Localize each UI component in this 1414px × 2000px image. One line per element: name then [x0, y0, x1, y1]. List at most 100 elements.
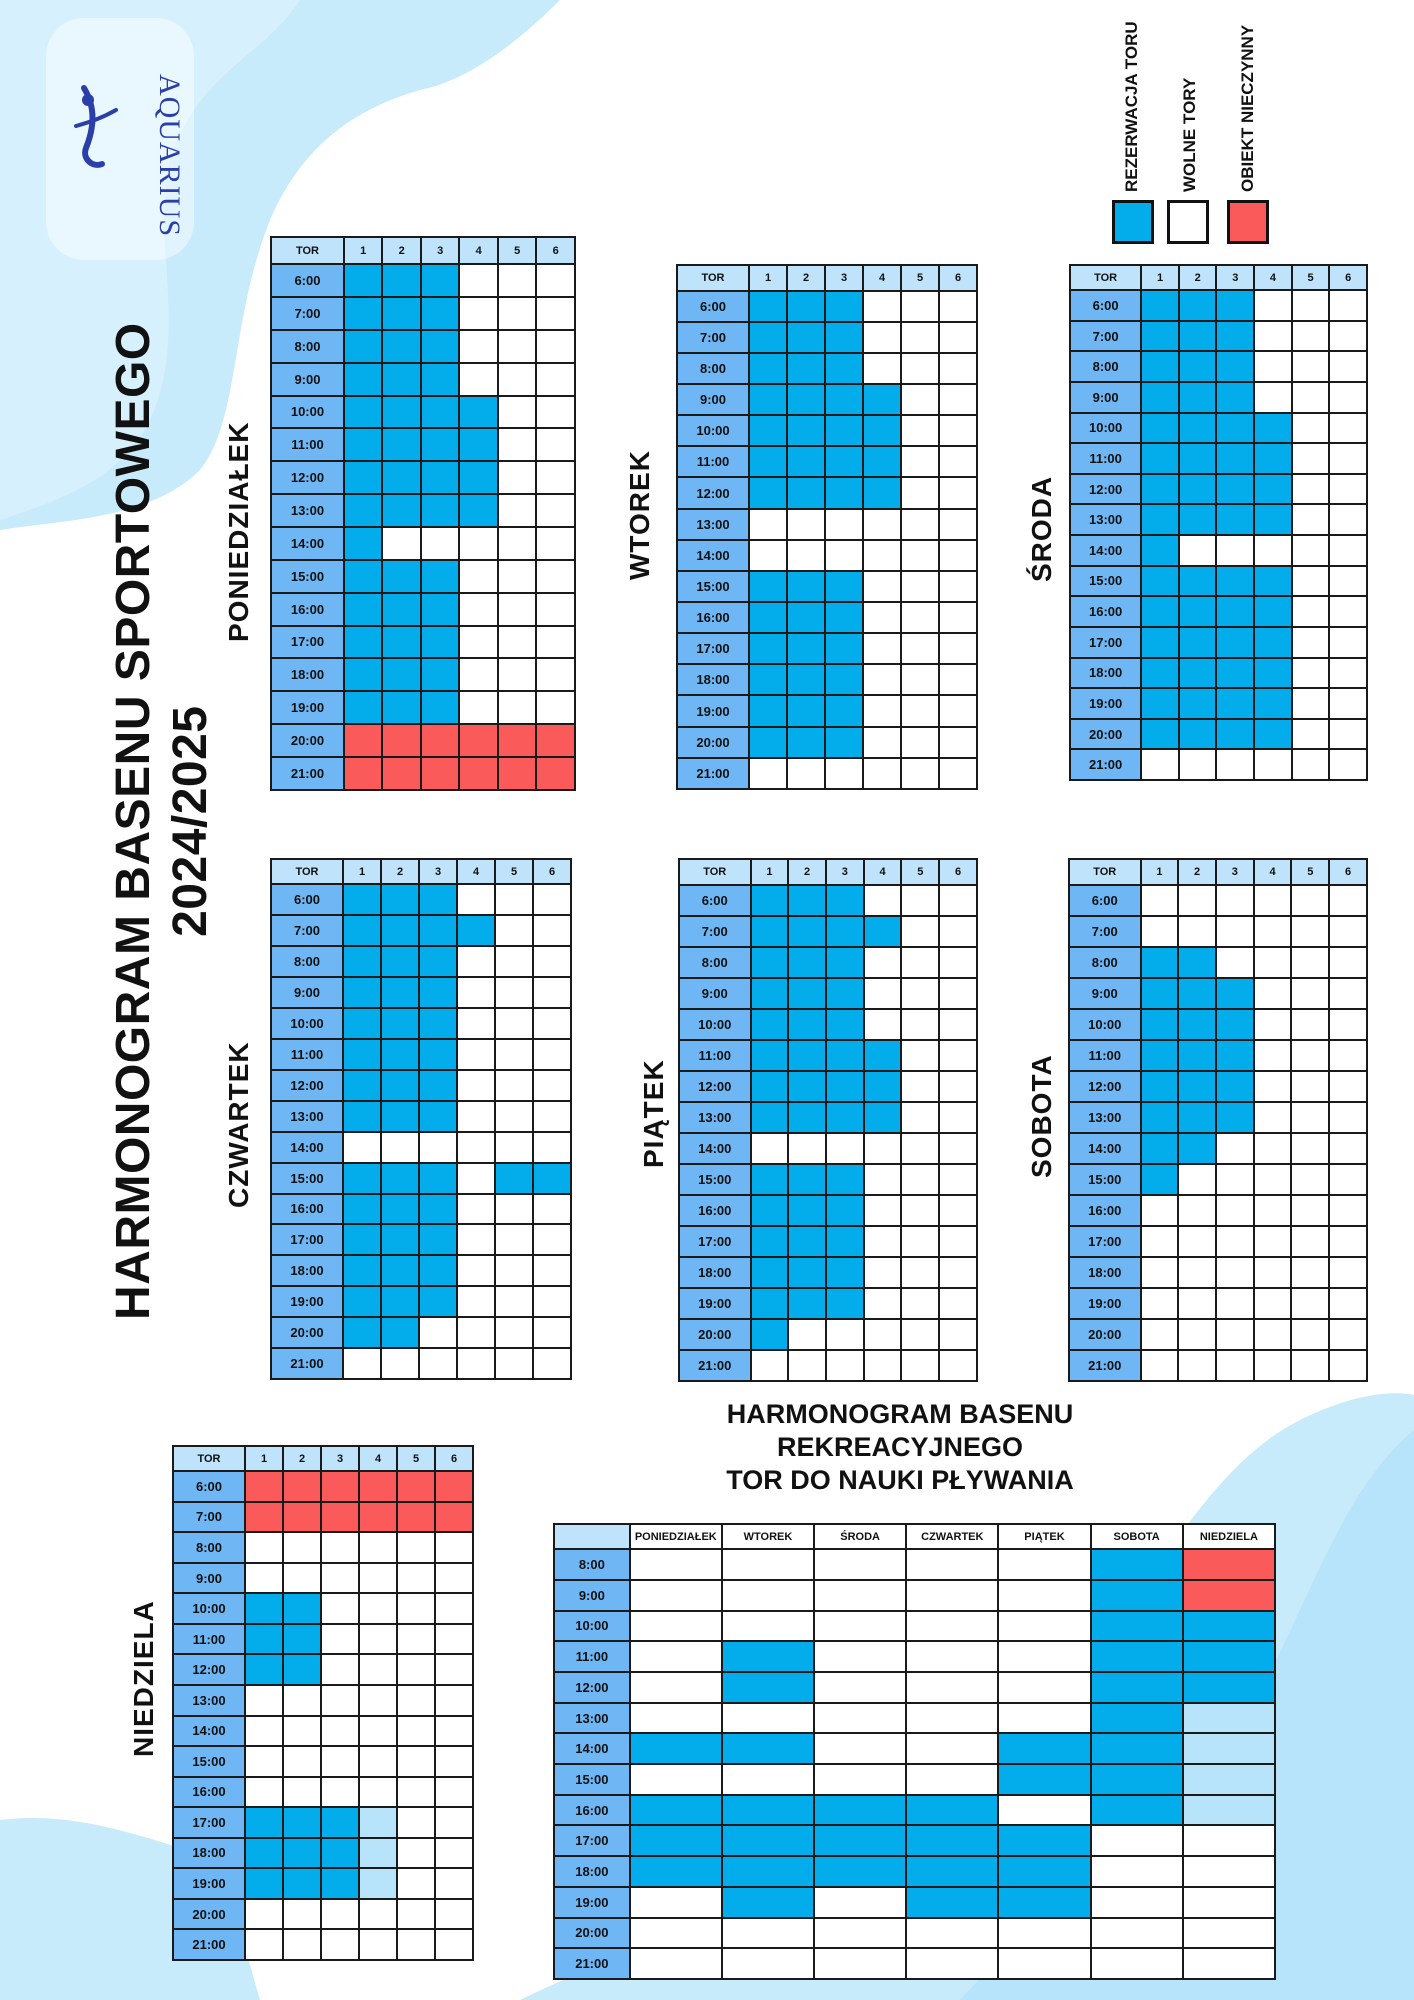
lane-cell: [1328, 1069, 1368, 1103]
time-cell: 16:00: [270, 591, 345, 627]
lane-cell: [456, 883, 496, 917]
lane-cell: [900, 289, 940, 323]
header-day: SOBOTA: [1089, 1522, 1184, 1551]
time-cell: 17:00: [270, 1223, 344, 1257]
table-row: 9:00: [1068, 976, 1368, 1010]
day-cell: [720, 1947, 816, 1980]
lane-cell: [532, 1192, 572, 1226]
day-cell: [1181, 1855, 1277, 1888]
table-row: 18:00: [172, 1836, 474, 1870]
header-lane: 2: [1177, 858, 1217, 886]
lane-cell: [1252, 1224, 1293, 1258]
lane-cell: [532, 1347, 572, 1380]
lane-cell: [1290, 350, 1331, 384]
lane-cell: [1290, 1255, 1331, 1289]
table-row: 13:00: [678, 1100, 978, 1134]
day-cell: [720, 1701, 816, 1735]
lane-cell: [1214, 1224, 1255, 1258]
lane-cell: [418, 976, 458, 1010]
lane-cell: [1328, 1224, 1368, 1258]
table-row: 19:00: [172, 1867, 474, 1900]
lane-cell: [456, 1130, 496, 1164]
page-title: HARMONOGRAM BASENU SPORTOWEGO 2024/2025: [106, 322, 218, 1320]
header-lane: 3: [419, 235, 461, 266]
header-lane: 6: [1328, 858, 1368, 886]
lane-cell: [1214, 1007, 1255, 1041]
lane-cell: [1290, 319, 1331, 353]
lane-cell: [419, 460, 461, 496]
lane-cell: [1290, 411, 1331, 445]
lane-cell: [396, 1500, 436, 1534]
lane-cell: [320, 1592, 360, 1625]
lane-cell: [824, 694, 864, 728]
lane-cell: [938, 289, 978, 323]
lane-cell: [1252, 976, 1293, 1010]
lane-cell: [862, 1162, 903, 1196]
lane-cell: [282, 1531, 322, 1564]
lane-cell: [380, 1130, 420, 1164]
lane-cell: [358, 1683, 398, 1717]
day-cell: [1089, 1793, 1184, 1827]
lane-cell: [786, 507, 826, 541]
lane-cell: [938, 1348, 978, 1383]
lane-cell: [938, 445, 978, 479]
time-cell: 13:00: [270, 1099, 344, 1133]
time-cell: 14:00: [553, 1732, 631, 1766]
lane-cell: [358, 1806, 398, 1839]
table-row: 8:00: [270, 945, 572, 979]
lane-cell: [749, 914, 790, 948]
lane-cell: [342, 1192, 382, 1226]
time-cell: 21:00: [678, 1348, 752, 1383]
lane-cell: [938, 1007, 978, 1041]
lane-cell: [900, 1286, 941, 1320]
lane-cell: [900, 445, 940, 479]
lane-cell: [938, 601, 978, 635]
lane-cell: [824, 1255, 865, 1289]
table-row: 17:00: [172, 1806, 474, 1839]
lane-cell: [787, 914, 827, 948]
lane-cell: [900, 1131, 941, 1165]
lane-cell: [1328, 1162, 1368, 1196]
table-row: 12:00: [270, 460, 576, 496]
day-cell: [997, 1947, 1092, 1980]
lane-cell: [381, 723, 422, 758]
lane-cell: [900, 883, 941, 917]
lane-cell: [1290, 1286, 1331, 1320]
table-row: 16:00: [172, 1775, 474, 1809]
time-cell: 19:00: [270, 1285, 344, 1319]
time-cell: 11:00: [1068, 442, 1143, 475]
day-cell: [997, 1732, 1092, 1766]
lane-cell: [342, 1068, 382, 1102]
lane-cell: [1290, 883, 1331, 917]
lane-cell: [320, 1745, 360, 1778]
lane-cell: [458, 690, 499, 726]
day-cell: [905, 1640, 1000, 1674]
lane-cell: [419, 591, 461, 627]
lane-cell: [786, 414, 826, 448]
lane-cell: [396, 1683, 436, 1717]
lane-cell: [1139, 1038, 1180, 1072]
lane-cell: [496, 394, 538, 430]
day-cell: [905, 1732, 1000, 1766]
lane-cell: [1215, 564, 1256, 598]
lane-cell: [786, 756, 826, 791]
day-cell: [1181, 1671, 1277, 1704]
time-cell: 14:00: [676, 538, 750, 572]
lane-cell: [419, 690, 461, 726]
lane-cell: [1177, 442, 1218, 475]
table-row: 14:00: [270, 1130, 572, 1164]
time-cell: 9:00: [676, 383, 750, 417]
time-cell: 21:00: [1068, 1348, 1142, 1383]
lane-cell: [434, 1531, 474, 1564]
time-cell: 12:00: [270, 460, 345, 496]
lane-cell: [535, 460, 576, 496]
time-cell: 18:00: [678, 1255, 752, 1289]
table-row: 20:00: [676, 725, 978, 759]
lane-cell: [1328, 656, 1368, 690]
lane-cell: [456, 1037, 496, 1071]
lane-cell: [456, 1099, 496, 1133]
lane-cell: [342, 624, 384, 660]
lane-cell: [824, 883, 865, 917]
time-cell: 20:00: [676, 725, 750, 759]
lane-cell: [532, 1316, 572, 1350]
